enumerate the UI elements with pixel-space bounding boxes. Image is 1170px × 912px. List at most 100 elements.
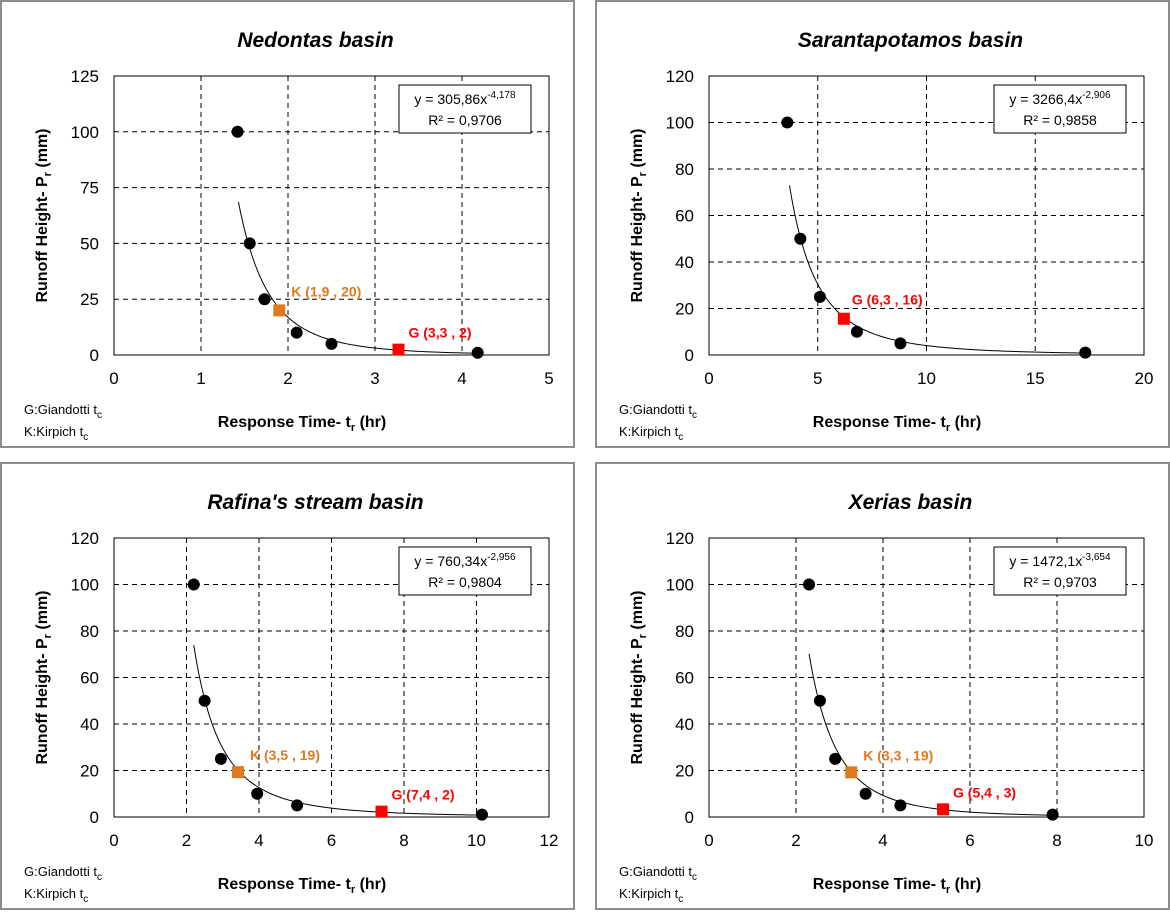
y-tick-label: 25 xyxy=(80,290,99,309)
data-point xyxy=(198,694,211,707)
data-point xyxy=(258,293,271,306)
y-tick-label: 120 xyxy=(666,529,694,548)
note-giandotti: G:Giandotti tc xyxy=(24,402,102,421)
y-tick-label: 75 xyxy=(80,179,99,198)
x-tick-label: 10 xyxy=(917,369,936,388)
data-point xyxy=(813,290,826,303)
data-point xyxy=(894,337,907,350)
marker-square xyxy=(231,766,244,779)
y-tick-label: 0 xyxy=(90,808,99,827)
data-point xyxy=(290,326,303,339)
data-point xyxy=(894,799,907,812)
note-giandotti: G:Giandotti tc xyxy=(619,402,697,421)
y-tick-label: 0 xyxy=(685,808,694,827)
y-tick-label: 80 xyxy=(80,622,99,641)
note-kirpich: K:Kirpich tc xyxy=(24,886,88,905)
equation-box xyxy=(993,84,1127,134)
x-tick-label: 0 xyxy=(704,369,713,388)
x-tick-label: 6 xyxy=(327,831,336,850)
equation-box xyxy=(398,84,532,134)
fit-r2: R² = 0,9858 xyxy=(1023,112,1097,128)
fit-curve xyxy=(808,653,1053,816)
chart-title: Xerias basin xyxy=(848,491,973,514)
chart-svg: Sarantapotamos basin 0 5 10 15 20 0 20 40 60 80 100… xyxy=(619,29,1153,443)
y-tick-label: 80 xyxy=(675,160,694,179)
chart-title: Nedontas basin xyxy=(237,29,393,52)
y-tick-label: 0 xyxy=(685,346,694,365)
data-point xyxy=(471,346,484,359)
x-tick-label: 0 xyxy=(109,831,118,850)
y-tick-label: 20 xyxy=(675,300,694,319)
chart-panel-xerias: Xerias basin 0 2 4 6 8 10 0 20 40 60 80 100 120 Respon… xyxy=(595,462,1170,910)
marker-square xyxy=(845,766,858,779)
y-axis-label: Runoff Height- Pr (mm) xyxy=(629,128,649,302)
marker-square xyxy=(375,805,388,818)
fit-r2: R² = 0,9706 xyxy=(428,112,502,128)
marker-label: K (3,5 , 19) xyxy=(250,747,320,763)
fit-curve xyxy=(788,185,1086,354)
y-tick-label: 20 xyxy=(675,762,694,781)
data-point xyxy=(214,752,227,765)
plot-frame xyxy=(113,75,550,356)
fit-equation: y = 305,86x-4,178 xyxy=(414,90,516,107)
note-kirpich: K:Kirpich tc xyxy=(619,424,683,443)
note-kirpich: K:Kirpich tc xyxy=(619,886,683,905)
data-point xyxy=(325,337,338,350)
y-tick-label: 125 xyxy=(71,67,99,86)
data-point xyxy=(813,694,826,707)
y-tick-label: 100 xyxy=(71,123,99,142)
x-tick-label: 4 xyxy=(254,831,263,850)
y-tick-label: 100 xyxy=(666,576,694,595)
x-tick-label: 5 xyxy=(813,369,822,388)
y-tick-label: 40 xyxy=(80,715,99,734)
y-tick-label: 60 xyxy=(80,669,99,688)
data-point xyxy=(859,787,872,800)
y-axis-label: Runoff Height- Pr (mm) xyxy=(629,590,649,764)
y-tick-label: 0 xyxy=(90,346,99,365)
x-tick-label: 0 xyxy=(704,831,713,850)
data-point xyxy=(1079,346,1092,359)
equation-box xyxy=(993,546,1127,596)
chart-panel-sarantapotamos: Sarantapotamos basin 0 5 10 15 20 0 20 40 60 80 100… xyxy=(595,0,1170,448)
x-axis-label: Response Time- tr (hr) xyxy=(813,414,981,434)
x-tick-label: 2 xyxy=(283,369,292,388)
marker-square xyxy=(392,343,405,356)
x-tick-label: 3 xyxy=(370,369,379,388)
plot-frame xyxy=(708,75,1145,356)
x-tick-label: 8 xyxy=(1052,831,1061,850)
marker-label: G (7,4 , 2) xyxy=(392,787,455,803)
plot-frame xyxy=(708,537,1145,818)
fit-r2: R² = 0,9703 xyxy=(1023,574,1097,590)
data-point xyxy=(781,116,794,129)
x-tick-label: 10 xyxy=(1135,831,1154,850)
data-point xyxy=(187,578,200,591)
note-giandotti: G:Giandotti tc xyxy=(619,864,697,883)
x-tick-label: 4 xyxy=(878,831,887,850)
x-tick-label: 12 xyxy=(540,831,559,850)
y-axis-label: Runoff Height- Pr (mm) xyxy=(34,128,54,302)
data-point xyxy=(829,752,842,765)
fit-equation: y = 3266,4x-2,906 xyxy=(1009,90,1111,107)
note-giandotti: G:Giandotti tc xyxy=(24,864,102,883)
x-tick-label: 8 xyxy=(399,831,408,850)
equation-box xyxy=(398,546,532,596)
x-tick-label: 15 xyxy=(1026,369,1045,388)
data-point xyxy=(475,808,488,821)
chart-panel-rafina: Rafina's stream basin 0 2 4 6 8 10 12 0 20 40 60 80 1… xyxy=(0,462,575,910)
y-tick-label: 60 xyxy=(675,207,694,226)
x-tick-label: 0 xyxy=(109,369,118,388)
data-point xyxy=(231,125,244,138)
y-tick-label: 120 xyxy=(666,67,694,86)
x-tick-label: 1 xyxy=(196,369,205,388)
x-tick-label: 6 xyxy=(965,831,974,850)
marker-label: G (6,3 , 16) xyxy=(852,292,923,308)
y-tick-label: 120 xyxy=(71,529,99,548)
data-point xyxy=(1046,808,1059,821)
x-axis-label: Response Time- tr (hr) xyxy=(218,414,386,434)
data-point xyxy=(243,237,256,250)
chart-title: Rafina's stream basin xyxy=(207,491,423,514)
y-tick-label: 20 xyxy=(80,762,99,781)
